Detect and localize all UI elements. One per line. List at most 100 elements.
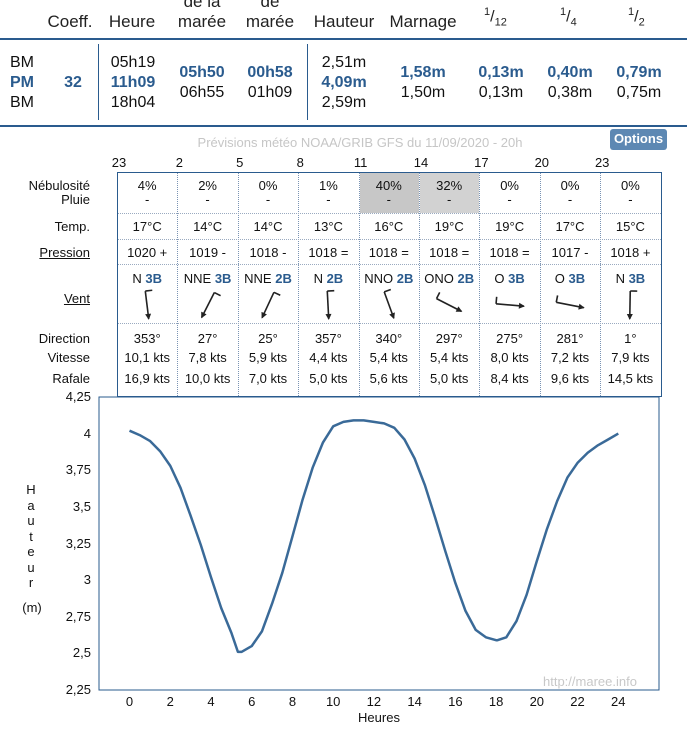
frac3-num: 1 [628, 6, 635, 18]
y-tick-label: 3,75 [65, 462, 91, 478]
table-top-border [0, 38, 687, 40]
label-pression-link[interactable]: Pression [39, 245, 90, 260]
label-nebulosite: Nébulosité [28, 178, 90, 193]
nebulosite-cell: 0% [560, 178, 580, 193]
direction-cell: 25° [258, 331, 278, 346]
pluie-cell: - [265, 192, 271, 207]
nebulosite-cell: 40% [375, 178, 402, 193]
wind-force: 2B [457, 271, 475, 286]
hour-tick: 2 [175, 155, 183, 170]
wind-cell: N 3B [117, 271, 177, 286]
vitesse-cell: 10,1 kts [124, 350, 170, 365]
wind-direction: O [494, 271, 505, 286]
header-de-maree: de marée [238, 0, 302, 32]
type-pm: PM [10, 74, 34, 91]
temp-cell: 14°C [193, 219, 223, 234]
pluie-cell: - [326, 192, 331, 207]
x-tick-label: 12 [366, 694, 382, 709]
row-separator [118, 264, 661, 265]
y-axis-title-letter: u [27, 559, 35, 575]
y-tick-label: 3,25 [65, 535, 91, 551]
type-bm-1: BM [10, 54, 34, 71]
y-tick-label: 2,25 [65, 682, 91, 697]
pression-cell: 1017 - [551, 245, 589, 260]
column-separator [177, 173, 179, 396]
rafale-cell: 8,4 kts [490, 371, 529, 386]
label-direction: Direction [38, 331, 90, 346]
hour-tick: 20 [534, 155, 550, 170]
label-vent-link[interactable]: Vent [63, 291, 90, 306]
hour-tick: 14 [413, 155, 429, 170]
nebulosite-cell: 4% [137, 178, 157, 193]
frac2-den: 4 [570, 16, 577, 29]
pression-cell: 1020 + [127, 245, 168, 260]
rafale-cell: 9,6 kts [550, 371, 590, 386]
pluie-cell: - [507, 192, 512, 207]
watermark-link[interactable]: http://maree.info [543, 674, 637, 689]
temp-cell: 17°C [132, 219, 162, 234]
y-tick-label: 4 [83, 425, 91, 441]
rafale-cell: 7,0 kts [248, 371, 288, 386]
wind-cell: NNE 2B [238, 271, 298, 286]
weather-subtitle: Prévisions météo NOAA/GRIB GFS du 11/09/… [197, 135, 523, 150]
frac1-num: 1 [484, 6, 491, 18]
direction-cell: 353° [133, 331, 161, 346]
wind-arrow-icon [383, 288, 395, 320]
row-separator [118, 213, 661, 214]
pression-cell: 1018 = [429, 245, 470, 260]
vitesse-cell: 5,4 kts [369, 350, 408, 365]
x-axis-title: Heures [358, 710, 400, 725]
header-de-maree-line1: de [260, 0, 280, 11]
wind-cell: O 3B [479, 271, 539, 286]
y-tick-label: 2,5 [72, 645, 91, 661]
wind-arrow-icon [436, 292, 463, 313]
wind-cell: N 3B [600, 271, 660, 286]
temp-cell: 15°C [615, 219, 645, 234]
wind-direction: NNE [183, 271, 212, 286]
wind-force: 3B [628, 271, 646, 286]
marnage-2: 1,50m [400, 84, 446, 101]
hauteur-bm-2: 2,59m [321, 94, 367, 111]
options-button[interactable]: Options [610, 129, 667, 150]
y-tick-label: 3,5 [72, 498, 91, 514]
frac1-den: 12 [494, 16, 507, 29]
rafale-cell: 5,0 kts [309, 371, 348, 386]
column-separator [358, 173, 360, 396]
vitesse-cell: 7,8 kts [188, 350, 227, 365]
vitesse-cell: 7,9 kts [611, 350, 650, 365]
pression-cell: 1018 = [368, 245, 409, 260]
column-separator [298, 173, 300, 396]
direction-cell: 275° [496, 331, 524, 346]
pression-cell: 1019 - [189, 245, 227, 260]
label-rafale: Rafale [52, 371, 90, 386]
duree-de-maree-2: 01h09 [247, 84, 293, 101]
x-tick-label: 0 [125, 694, 134, 709]
header-demi: 1/2 [628, 6, 645, 29]
frac2-num: 1 [560, 6, 567, 18]
header-heure: Heure [108, 12, 156, 31]
type-bm-2: BM [10, 94, 34, 111]
row-separator [118, 323, 661, 324]
hauteur-bm-1: 2,51m [321, 54, 367, 71]
hour-tick: 23 [594, 155, 610, 170]
wind-cell: NNE 3B [177, 271, 237, 286]
wind-direction: ONO [424, 271, 454, 286]
column-separator [237, 173, 239, 396]
temp-cell: 16°C [374, 219, 404, 234]
nebulosite-cell: 0% [620, 178, 640, 193]
header-douzieme: 1/12 [484, 6, 507, 29]
x-tick-label: 18 [488, 694, 504, 709]
y-axis-title-letter: t [29, 528, 33, 544]
header-duree-maree-line2: marée [177, 12, 227, 31]
duree-maree-2: 06h55 [179, 84, 225, 101]
y-axis-title-letter: r [28, 575, 34, 590]
wind-force: 2B [275, 271, 292, 286]
nebulosite-cell: 2% [198, 178, 217, 193]
rafale-cell: 10,0 kts [184, 371, 231, 386]
wind-force: 3B [568, 271, 586, 286]
temp-cell: 13°C [313, 219, 343, 234]
column-separator [600, 173, 602, 396]
col-divider-2 [307, 44, 308, 120]
y-axis-title-letter: e [27, 544, 35, 559]
